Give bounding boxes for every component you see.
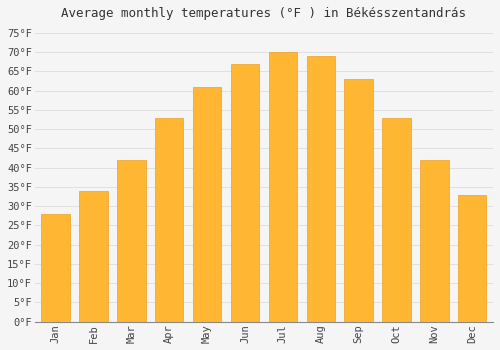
Bar	[306, 56, 335, 322]
Bar	[382, 118, 410, 322]
Bar	[155, 118, 184, 322]
Bar	[193, 87, 222, 322]
Bar	[268, 52, 297, 322]
Bar	[420, 160, 448, 322]
Bar	[458, 195, 486, 322]
Bar	[79, 191, 108, 322]
Bar	[230, 64, 259, 322]
Bar	[344, 79, 373, 322]
Bar	[117, 160, 145, 322]
Title: Average monthly temperatures (°F ) in Békésszentandrás: Average monthly temperatures (°F ) in Bé…	[62, 7, 466, 20]
Bar	[42, 214, 70, 322]
